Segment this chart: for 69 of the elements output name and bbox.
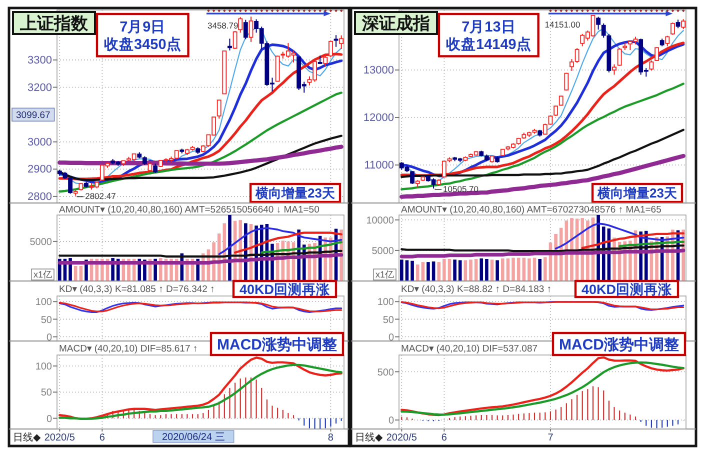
unit: x1亿 [31, 268, 54, 280]
axis-value: 3099.67 [12, 108, 55, 122]
title: 深证成指 [354, 11, 438, 35]
annotation: 收盘14149点 [446, 36, 532, 53]
y-tick-label: 2900 [28, 164, 52, 176]
chart-title: AMOUNT▾ (10,20,40,80,160) AMT=526515056640 ↓ MA1=50 [59, 204, 320, 216]
text: 日线◆ [13, 432, 41, 444]
y-tick-label: 5000 [30, 237, 52, 248]
x-tick-label: 8 [328, 432, 334, 444]
annotation: 40KD回测再涨 [239, 282, 331, 297]
y-tick-label: 2800 [28, 191, 52, 204]
x-tick-label: 2020/5 [386, 432, 418, 444]
x-tick-label: 7 [548, 432, 554, 444]
note: 40KD回测再涨 [232, 280, 338, 298]
low-label: 10505.70 [434, 184, 478, 194]
y-tick-label: 100 [35, 297, 52, 308]
y-tick-label: 3300 [28, 54, 52, 67]
y-tick-label: 3000 [28, 136, 52, 148]
chart-title: KD▾ (40,3,3) K=88.82 ↑ D=84.183 ↑ [401, 284, 552, 295]
y-tick-label: 11000 [364, 160, 394, 172]
annotation: 7月9日 [120, 20, 166, 36]
low-label: 2802.47 [76, 191, 116, 202]
annotation: 7月13日 [462, 20, 516, 36]
y-tick-label: 3200 [28, 82, 52, 94]
y-tick-label: 10000 [366, 215, 394, 226]
y-tick-label: 0 [46, 332, 52, 344]
x-tick-label: 2020/5 [44, 432, 76, 444]
x-tick-label: 6 [99, 432, 106, 444]
annotation: 40KD回测再涨 [581, 282, 673, 297]
unit: x1亿 [373, 268, 396, 280]
annotation: MACD涨势中调整 [217, 336, 337, 354]
annotation: 10505.70 [443, 184, 479, 194]
annotation: 收盘3450点 [104, 36, 182, 53]
text: 日线◆ [355, 432, 383, 444]
note: MACD涨势中调整 [210, 332, 344, 356]
y-tick-label: 50 [40, 314, 52, 326]
y-tick-label: 500 [377, 367, 394, 378]
x-tick-label: 6 [441, 432, 448, 444]
annotation: MACD涨势中调整 [559, 336, 679, 354]
note: 40KD回测再涨 [574, 280, 680, 298]
chart-title: MACD▾ (40,20,10) DIF=537.087 [401, 344, 538, 354]
chart-title: 上证指数 [19, 14, 89, 34]
chart-title: 深证成指 [361, 14, 430, 34]
chart-title: MACD▾ (40,20,10) DIF=85.617 ↑ [59, 344, 198, 354]
y-tick-label: 50 [40, 388, 52, 399]
y-tick-label: 0 [388, 332, 394, 344]
note: MACD涨势中调整 [552, 332, 686, 356]
y-tick-label: 5000 [372, 246, 394, 258]
y-tick-label: 0 [46, 414, 52, 425]
chart-title: KD▾ (40,3,3) K=81.085 ↑ D=76.342 ↑ [59, 284, 215, 295]
annotation: 横向增量23天 [254, 186, 336, 201]
title: 上证指数 [12, 11, 96, 35]
annotation: 14151.00 [544, 19, 581, 30]
note: 7月13日 收盘14149点 [438, 12, 540, 58]
chart-title: AMOUNT▾ (10,20,40,80,160) AMT=670273048576 ↑ MA1=65 [401, 204, 662, 216]
y-tick-label: 100 [377, 297, 394, 308]
y-tick-label: 100 [35, 362, 52, 373]
annotation: 横向增量23天 [596, 186, 678, 201]
note: 7月9日 收盘3450点 [96, 12, 190, 58]
annotation: 3099.67 [16, 110, 50, 122]
y-tick-label: 0 [388, 416, 394, 427]
y-tick-label: 13000 [363, 64, 394, 77]
note: 横向增量23天 [249, 182, 342, 204]
note: 横向增量23天 [591, 182, 684, 204]
annotation: 2802.47 [85, 191, 116, 202]
cursor-date: 2020/06/24 三 [152, 430, 234, 444]
y-tick-label: 12000 [363, 112, 394, 124]
y-tick-label: 50 [382, 314, 394, 326]
annotation: 3458.79 [208, 20, 238, 31]
